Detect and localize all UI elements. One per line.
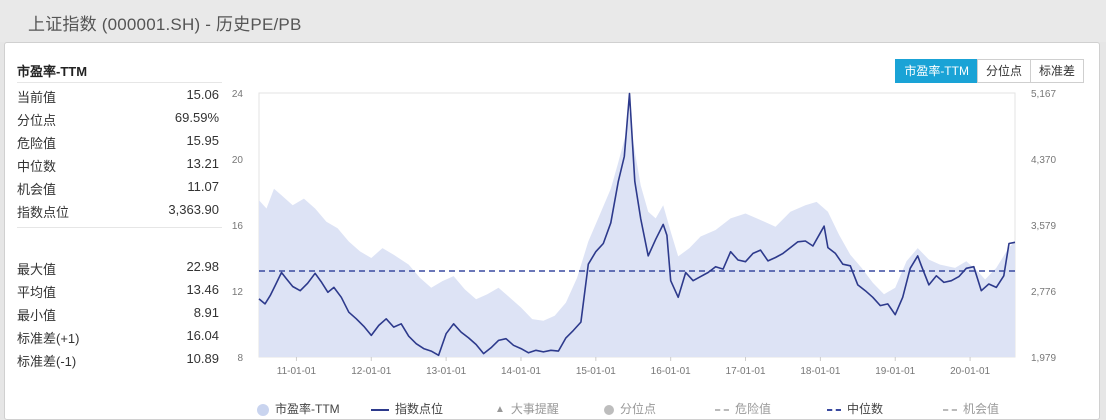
- chart-panel: 市盈率-TTM 当前值 15.06 分位点 69.59% 危险值 15.95 中位数 13.2…: [4, 42, 1100, 420]
- stat-label: 最大值: [17, 262, 57, 277]
- stat-value: 11.07: [187, 179, 219, 194]
- stat-value: 22.98: [186, 259, 219, 274]
- stat-row: 平均值 13.46: [17, 280, 219, 300]
- legend-median[interactable]: 中位数: [827, 400, 883, 417]
- y-right-tick-label: 5,167: [1031, 89, 1056, 100]
- x-tick-label: 14-01-01: [501, 366, 541, 377]
- stat-row: 中位数 13.21: [17, 154, 219, 174]
- quantile-dot-icon: [604, 404, 614, 415]
- stat-value: 16.04: [186, 328, 219, 343]
- x-tick-label: 11-01-01: [277, 366, 317, 377]
- stat-label: 指数点位: [17, 205, 70, 220]
- stat-value: 15.95: [186, 133, 219, 148]
- stat-row: 机会值 11.07: [17, 177, 219, 197]
- event-marker-icon: ▲: [495, 404, 505, 416]
- y-right-tick-label: 4,370: [1031, 155, 1056, 166]
- x-tick-label: 19-01-01: [875, 366, 915, 377]
- stat-value: 13.21: [186, 156, 219, 171]
- y-left-tick-label: 8: [237, 353, 243, 364]
- stat-row: 当前值 15.06: [17, 85, 219, 105]
- stat-row: 标准差(-1) 10.89: [17, 349, 219, 369]
- stat-value: 10.89: [186, 351, 219, 366]
- y-left-tick-label: 16: [232, 221, 244, 232]
- y-left-tick-label: 24: [232, 89, 244, 100]
- y-right-tick-label: 2,776: [1031, 287, 1056, 298]
- index-line-swatch: [371, 408, 389, 411]
- chance-line-swatch: [943, 408, 957, 411]
- stat-row: 标准差(+1) 16.04: [17, 326, 219, 346]
- legend-quantile[interactable]: 分位点: [604, 400, 656, 417]
- legend-chance[interactable]: 机会值: [943, 400, 999, 417]
- x-tick-label: 18-01-01: [800, 366, 840, 377]
- tab-quantile[interactable]: 分位点: [976, 59, 1031, 83]
- stat-label: 当前值: [17, 90, 57, 105]
- stat-value: 69.59%: [174, 110, 219, 125]
- tab-pe-ttm[interactable]: 市盈率-TTM: [895, 59, 978, 83]
- pe-area-swatch: [257, 403, 269, 416]
- stat-label: 最小值: [17, 308, 57, 323]
- stats-title: 市盈率-TTM: [17, 64, 88, 79]
- pe-ttm-area: [259, 111, 1015, 357]
- x-tick-label: 17-01-01: [726, 366, 766, 377]
- stat-label: 标准差(+1): [17, 331, 80, 346]
- legend-events[interactable]: ▲ 大事提醒: [495, 402, 559, 416]
- stat-row: 最小值 8.91: [17, 303, 219, 323]
- legend-index[interactable]: 指数点位: [371, 400, 443, 417]
- stat-value: 15.06: [186, 87, 219, 102]
- median-line-swatch: [827, 408, 841, 411]
- stat-label: 机会值: [17, 182, 57, 197]
- legend-danger[interactable]: 危险值: [715, 400, 771, 417]
- view-tabs: 市盈率-TTM 分位点 标准差: [895, 59, 1084, 83]
- x-tick-label: 16-01-01: [651, 366, 691, 377]
- danger-line-swatch: [715, 408, 729, 411]
- divider: [17, 227, 222, 228]
- stat-label: 危险值: [17, 136, 57, 151]
- stat-label: 标准差(-1): [17, 354, 77, 369]
- y-right-tick-label: 1,979: [1031, 353, 1056, 364]
- stat-label: 中位数: [17, 159, 57, 174]
- pe-chart: 24 20 16 12 8 5,167 4,370 3,579 2,776 1,979 11-01-…: [232, 89, 1057, 377]
- x-tick-label: 13-01-01: [426, 366, 466, 377]
- stat-label: 分位点: [17, 113, 57, 128]
- stat-row: 最大值 22.98: [17, 257, 219, 277]
- y-left-tick-label: 20: [232, 155, 244, 166]
- tab-std-dev[interactable]: 标准差: [1029, 59, 1084, 83]
- stat-label: 平均值: [17, 285, 57, 300]
- divider: [17, 82, 222, 83]
- page-title: 上证指数 (000001.SH) - 历史PE/PB: [28, 15, 302, 34]
- stat-row: 危险值 15.95: [17, 131, 219, 151]
- stat-row: 指数点位 3,363.90: [17, 200, 219, 220]
- index-line: [258, 92, 1016, 357]
- x-tick-label: 12-01-01: [351, 366, 391, 377]
- stat-value: 13.46: [186, 282, 219, 297]
- y-left-tick-label: 12: [232, 287, 244, 298]
- stat-row: 分位点 69.59%: [17, 108, 219, 128]
- x-tick-label: 20-01-01: [950, 366, 990, 377]
- stat-value: 3,363.90: [168, 202, 219, 217]
- stat-value: 8.91: [193, 305, 219, 320]
- y-right-tick-label: 3,579: [1031, 221, 1056, 232]
- legend-pe[interactable]: 市盈率-TTM: [257, 400, 340, 417]
- top-bar: 上证指数 (000001.SH) - 历史PE/PB: [0, 0, 1106, 42]
- x-tick-label: 15-01-01: [576, 366, 616, 377]
